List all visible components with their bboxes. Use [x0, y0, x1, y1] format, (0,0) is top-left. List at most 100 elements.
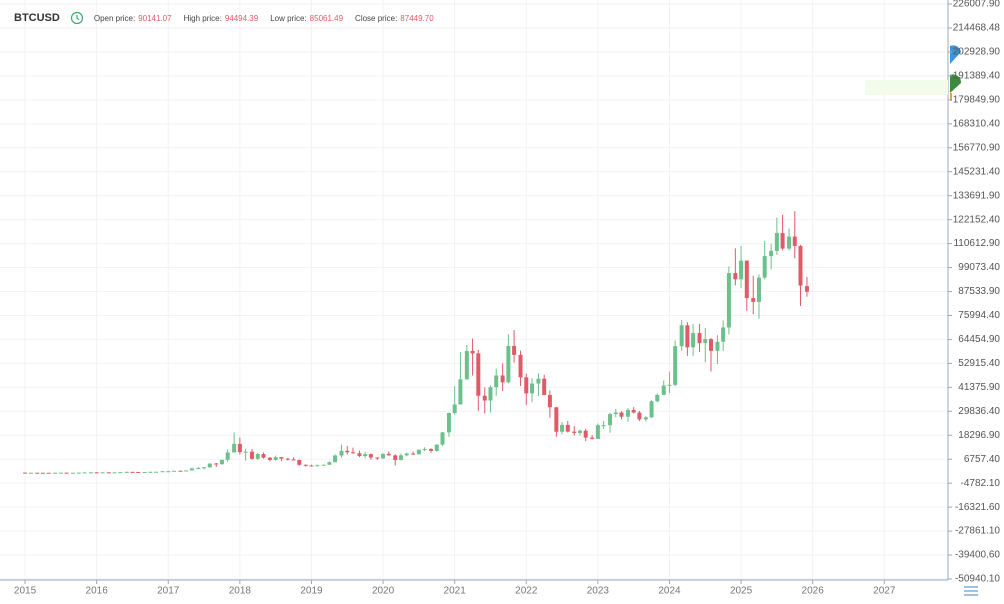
y-tick-label: 75994.40: [958, 310, 1000, 321]
candle-body: [261, 454, 266, 458]
candle-body: [53, 472, 58, 474]
high-label: High price:: [183, 13, 222, 23]
candle-body: [572, 431, 577, 433]
candle-body: [124, 471, 129, 473]
candle-body: [178, 470, 183, 472]
price-tag-green[interactable]: [950, 74, 962, 93]
candle-body: [733, 273, 738, 280]
candle-body: [792, 236, 797, 246]
candle-body: [273, 457, 278, 460]
y-tick-label: 99073.40: [958, 262, 1000, 273]
candle-body: [279, 457, 284, 459]
y-tick-label: 52915.40: [958, 358, 1000, 369]
y-tick-label: 29836.40: [958, 406, 1000, 417]
candle-body: [339, 450, 344, 456]
candle-body: [512, 345, 517, 355]
candle-body: [565, 424, 570, 432]
candle-body: [625, 409, 630, 417]
candle-body: [667, 384, 672, 386]
candle-body: [703, 339, 708, 344]
candle-body: [368, 454, 373, 458]
candle-body: [232, 443, 237, 453]
low-value: 85061.49: [309, 13, 344, 23]
open-label: Open price:: [93, 13, 136, 23]
candle-body: [440, 432, 445, 445]
candle-body: [154, 471, 159, 473]
x-tick-label: 2027: [873, 586, 896, 597]
candle-body: [375, 457, 380, 459]
candle-body: [721, 327, 726, 342]
candle-body: [756, 277, 761, 302]
candle-body: [112, 472, 117, 474]
candle-body: [393, 455, 398, 460]
candle-body: [590, 437, 595, 439]
y-tick-label: 226007.90: [953, 0, 1001, 10]
candle-body: [482, 395, 487, 401]
candle-body: [798, 245, 803, 286]
candle-body: [243, 451, 248, 453]
candle-body: [637, 412, 642, 420]
candle-body: [160, 471, 165, 473]
clock-icon[interactable]: [70, 11, 84, 25]
candle-body: [58, 472, 63, 474]
y-tick-label: 168310.40: [953, 118, 1001, 129]
candle-body: [780, 233, 785, 249]
header: BTCUSD Open price: 90141.07 High price: 94…: [14, 11, 446, 25]
candle-body: [506, 345, 511, 383]
candle-body: [267, 457, 272, 460]
candle-body: [529, 383, 534, 394]
y-tick-label: 64454.90: [958, 334, 1000, 345]
settings-icon[interactable]: [964, 586, 978, 596]
candle-body: [697, 333, 702, 344]
price-tag-blue[interactable]: [950, 45, 961, 64]
candle-body: [303, 464, 308, 466]
candle-body: [804, 286, 809, 292]
candle-body: [363, 454, 368, 457]
x-tick-label: 2024: [658, 586, 681, 597]
candle-body: [202, 467, 207, 469]
candle-body: [601, 425, 606, 427]
candle-body: [381, 453, 386, 459]
candle-body: [225, 452, 230, 460]
candle-body: [715, 341, 720, 351]
y-tick-label: 18296.90: [958, 430, 1000, 441]
candle-body: [554, 407, 559, 432]
y-tick-label: 179849.90: [953, 95, 1001, 106]
low-label: Low price:: [270, 13, 307, 23]
candle-body: [315, 465, 320, 467]
y-tick-label: -39400.60: [955, 550, 1000, 561]
candle-body: [458, 379, 463, 405]
candle-body: [40, 472, 45, 474]
candle-body: [350, 452, 355, 454]
x-tick-label: 2016: [86, 586, 109, 597]
candle-body: [619, 412, 624, 417]
x-tick-label: 2022: [515, 586, 538, 597]
candle-body: [500, 375, 505, 383]
candle-body: [291, 459, 296, 461]
candle-body: [171, 470, 176, 472]
y-tick-label: 87533.90: [958, 286, 1000, 297]
candle-body: [744, 260, 749, 299]
candle-body: [106, 472, 111, 474]
close-value: 87449.70: [400, 13, 434, 23]
x-tick-label: 2020: [372, 586, 395, 597]
y-tick-label: 214468.48: [953, 23, 1001, 34]
y-tick-label: 133691.90: [953, 190, 1001, 201]
y-tick-label: 122152.40: [953, 214, 1001, 225]
candle-body: [524, 377, 529, 394]
y-tick-label: 145231.40: [953, 166, 1001, 177]
candle-body: [404, 453, 409, 456]
candle-body: [613, 412, 618, 415]
candle-body: [476, 353, 481, 396]
candle-body: [35, 472, 40, 474]
x-tick-label: 2019: [300, 586, 323, 597]
candle-body: [679, 325, 684, 347]
candle-body: [470, 350, 475, 354]
candle-body: [416, 449, 421, 455]
candle-body: [673, 346, 678, 385]
candle-body: [71, 472, 76, 474]
candle-body: [774, 233, 779, 251]
candle-body: [28, 472, 33, 474]
y-tick-label: 156770.90: [953, 142, 1001, 153]
